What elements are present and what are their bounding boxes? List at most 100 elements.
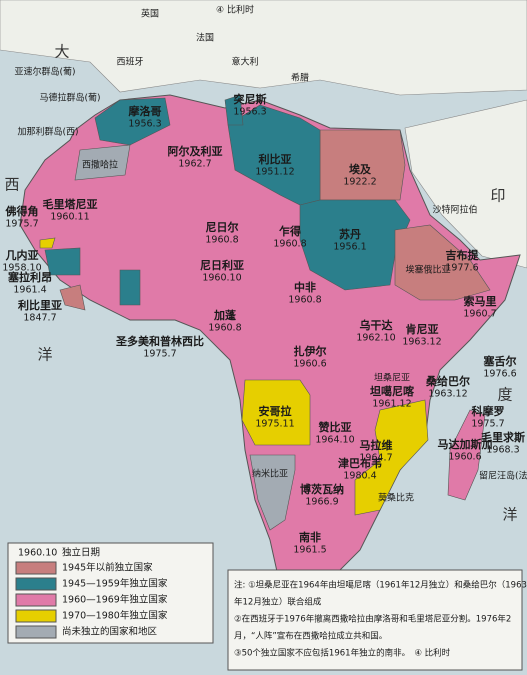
note-line: 年12月独立）联合组成 (234, 597, 322, 608)
region-date: 1847.7 (23, 313, 56, 324)
legend-swatch (15, 625, 57, 639)
region-date: 1963.12 (402, 337, 441, 348)
region-name: 塞舌尔 (483, 354, 517, 368)
place-label: 英国 (141, 8, 159, 20)
ocean-label: 大 (54, 43, 69, 61)
legend-label: 1945年以前独立国家 (62, 562, 153, 574)
region-date: 1960.6 (293, 359, 326, 370)
region-date: 1966.9 (305, 497, 338, 508)
region-name: 吉布提 (446, 248, 480, 262)
region-name: 马达加斯加 (438, 437, 493, 451)
guinea-bissau (39, 237, 56, 249)
ocean-label: 西 (4, 176, 19, 194)
region-name: 科摩罗 (472, 404, 505, 418)
region-date: 1956.1 (333, 242, 366, 253)
note-line: ③50个独立国家不应包括1961年独立的南非。 ④ 比利时 (234, 648, 451, 659)
legend-label: 1945—1959年独立国家 (62, 578, 168, 590)
place-label: ④ 比利时 (216, 4, 254, 16)
region-date: 1975.7 (143, 349, 176, 360)
region-date: 1963.12 (428, 389, 467, 400)
ocean-label: 洋 (37, 346, 52, 364)
region-date: 1977.6 (445, 263, 478, 274)
morocco (94, 97, 171, 146)
region-name: 乍得 (279, 224, 301, 238)
sudan (299, 199, 411, 291)
place-label: 纳米比亚 (252, 468, 288, 480)
region-name: 博茨瓦纳 (300, 482, 344, 496)
region-date: 1960.6 (448, 452, 481, 463)
note-line: 注: ①坦桑尼亚在1964年由坦噶尼喀（1961年12月独立）和桑给巴尔（196… (234, 580, 527, 591)
place-label: 坦桑尼亚 (374, 373, 410, 384)
region-date: 1960.8 (205, 235, 238, 246)
place-label: 西撒哈拉 (82, 159, 118, 171)
ocean-label: 印 (490, 187, 505, 205)
place-label: 希腊 (291, 72, 309, 84)
namibia (249, 454, 296, 531)
region-date: 1962.7 (178, 159, 211, 170)
region-name: 突尼斯 (234, 92, 267, 106)
region-name: 苏丹 (339, 227, 361, 241)
region-date: 1951.12 (255, 167, 294, 178)
region-name: 利比亚 (259, 152, 292, 166)
place-label: 留尼汪岛(法) (479, 470, 527, 482)
liberia (59, 284, 86, 311)
region-date: 1964.7 (359, 453, 392, 464)
place-label: 法国 (196, 32, 214, 44)
ethiopia (394, 224, 491, 301)
region-name: 塞拉利昂 (7, 270, 52, 284)
mozambique (354, 399, 429, 516)
place-label: 沙特阿拉伯 (432, 204, 477, 216)
ocean-label: 洋 (502, 506, 517, 524)
region-name: 安哥拉 (259, 404, 292, 418)
note-line: 月，“人阵”宣布在西撒哈拉成立共和国。 (234, 631, 387, 642)
ocean-label: 度 (497, 386, 512, 404)
legend-label: 尚未独立的国家和地区 (62, 626, 158, 638)
europe (0, 0, 527, 96)
region-date: 1962.10 (356, 333, 395, 344)
arabia (404, 99, 527, 269)
region-date: 1960.8 (273, 239, 306, 250)
notes-box (227, 569, 523, 671)
region-date: 1976.6 (483, 369, 516, 380)
region-date: 1956.3 (233, 107, 266, 118)
region-name: 坦噶尼喀 (370, 384, 414, 398)
region-date: 1960.8 (208, 323, 241, 334)
region-date: 1960.8 (288, 295, 321, 306)
region-name: 赞比亚 (318, 420, 352, 434)
place-label: 莫桑比克 (378, 492, 414, 504)
region-name: 桑给巴尔 (425, 374, 470, 388)
region-name: 肯尼亚 (406, 322, 439, 336)
region-name: 中非 (294, 280, 316, 294)
western-sahara (74, 144, 131, 181)
region-date: 1956.3 (128, 119, 161, 130)
place-label: 马德拉群岛(葡) (39, 92, 100, 104)
region-name: 几内亚 (6, 248, 39, 262)
region-name: 索马里 (464, 294, 497, 308)
note-line: ②在西班牙于1976年撤离西撒哈拉由摩洛哥和毛里塔尼亚分割。1976年2 (234, 614, 511, 625)
region-name: 阿尔及利亚 (168, 144, 223, 158)
region-name: 津巴布韦 (338, 456, 382, 470)
place-label: 意大利 (231, 56, 258, 68)
guinea (44, 247, 81, 276)
region-name: 毛里求斯 (481, 430, 525, 444)
legend-swatch (15, 561, 57, 575)
legend-label: 1960—1969年独立国家 (62, 594, 168, 606)
region-name: 尼日利亚 (200, 258, 244, 272)
region-date: 1960.7 (463, 309, 496, 320)
region-name: 圣多美和普林西比 (115, 334, 204, 348)
region-name: 摩洛哥 (129, 104, 162, 118)
region-date: 1975.7 (471, 419, 504, 430)
region-name: 南非 (299, 530, 321, 544)
madagascar (447, 409, 486, 501)
region-name: 马拉维 (360, 438, 393, 452)
legend-sample-date: 1960.10 (18, 548, 57, 559)
angola (241, 379, 311, 446)
place-label: 亚速尔群岛(葡) (14, 66, 75, 78)
region-date: 1958.10 (2, 263, 41, 274)
tunisia (224, 94, 244, 126)
place-label: 加那利群岛(西) (17, 126, 78, 138)
region-date: 1968.3 (486, 445, 519, 456)
region-date: 1980.4 (343, 471, 376, 482)
legend-swatch (15, 609, 57, 623)
legend-swatch (15, 593, 57, 607)
